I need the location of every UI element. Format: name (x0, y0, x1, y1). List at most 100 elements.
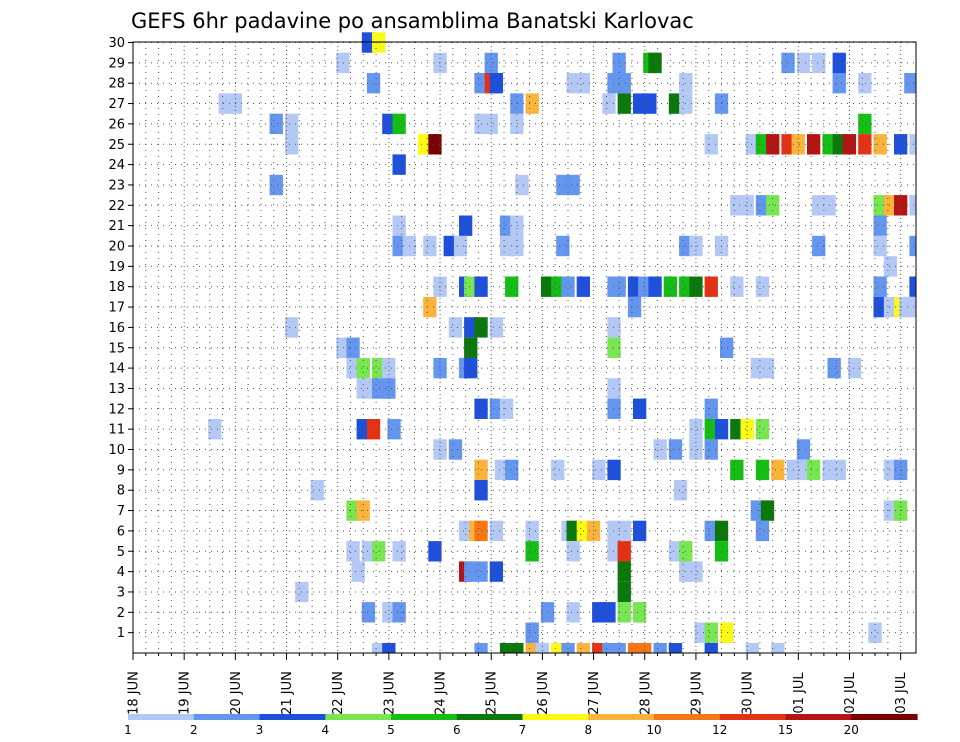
y-tick-label: 14 (108, 362, 125, 377)
heatmap-cell (781, 134, 795, 155)
heatmap-cell (525, 520, 539, 542)
heatmap-cell (771, 643, 785, 653)
colorbar-swatch (719, 714, 787, 720)
heatmap-cell (556, 174, 570, 196)
heatmap-cell (730, 195, 744, 216)
heatmap-cell (551, 643, 565, 653)
heatmap-cell (807, 134, 821, 155)
heatmap-cell (781, 52, 795, 74)
heatmap-cell (771, 459, 785, 481)
heatmap-cell (704, 643, 718, 653)
y-tick-label: 13 (108, 382, 125, 397)
heatmap-cell (760, 357, 775, 379)
x-tick-label: 20 JUN (229, 671, 244, 715)
heatmap-cell (464, 561, 478, 582)
heatmap-cell (704, 439, 718, 460)
heatmap-cell (602, 93, 616, 114)
y-tick-label: 19 (108, 260, 125, 275)
heatmap-cell (755, 195, 770, 216)
heatmap-cell (464, 337, 478, 358)
heatmap-cell (633, 93, 647, 114)
heatmap-cell (832, 459, 846, 481)
y-tick-label: 29 (108, 56, 125, 71)
heatmap-cell (694, 622, 708, 643)
heatmap-cell (617, 561, 631, 582)
heatmap-cell (356, 357, 370, 379)
heatmap-cell (423, 235, 437, 257)
heatmap-cell (755, 520, 770, 542)
heatmap-cell (607, 317, 621, 338)
heatmap-cell (827, 357, 841, 379)
y-tick-label: 3 (117, 585, 125, 600)
heatmap-cell (535, 643, 550, 653)
heatmap-cell (663, 276, 677, 297)
heatmap-cell (285, 317, 299, 338)
heatmap-cell (592, 643, 606, 653)
heatmap-cell (346, 541, 360, 562)
colorbar-swatch (391, 714, 458, 720)
colorbar-swatch (325, 714, 392, 720)
y-tick-label: 12 (108, 402, 125, 417)
heatmap-cell (842, 134, 857, 155)
heatmap-cell (894, 459, 908, 481)
heatmap-cell (704, 276, 718, 297)
heatmap-cell (361, 602, 376, 623)
heatmap-cell (633, 602, 647, 623)
colorbar-swatch (654, 714, 721, 720)
colorbar-swatch (785, 714, 852, 720)
heatmap-cell (556, 235, 570, 257)
heatmap-cell (510, 93, 524, 114)
y-tick-label: 26 (108, 117, 125, 132)
heatmap-cell (448, 439, 463, 460)
x-tick-label: 27 JUN (587, 671, 602, 715)
heatmap-cell (428, 541, 442, 562)
heatmap-cell (392, 235, 406, 257)
heatmap-cell (551, 276, 565, 297)
heatmap-cell (361, 541, 376, 562)
heatmap-cell (392, 541, 406, 562)
heatmap-cell (704, 520, 718, 542)
colorbar-label: 6 (453, 723, 461, 737)
colorbar-label: 15 (778, 723, 793, 737)
y-tick-label: 16 (108, 321, 125, 336)
heatmap-cell (310, 480, 324, 501)
heatmap-cell (668, 541, 683, 562)
heatmap-cell (428, 134, 442, 155)
heatmap-cell (730, 459, 744, 481)
colorbar-label: 8 (584, 723, 592, 737)
heatmap-cell (909, 195, 916, 216)
heatmap-cell (561, 276, 575, 297)
heatmap-cell (873, 296, 887, 318)
x-tick-label: 03 JUL (894, 672, 909, 714)
heatmap-cell (392, 215, 406, 236)
heatmap-cell (847, 357, 862, 379)
heatmap-cell (633, 520, 647, 542)
x-tick-label: 21 JUN (280, 671, 295, 715)
heatmap-cell (607, 73, 621, 94)
heatmap-cell (269, 113, 283, 135)
y-tick-label: 25 (108, 138, 125, 153)
heatmap-cell (418, 134, 432, 155)
x-tick-label: 30 JUN (741, 671, 756, 715)
heatmap-cell (607, 378, 621, 399)
x-tick-label: 25 JUN (485, 671, 500, 715)
heatmap-cell (464, 357, 478, 379)
heatmap-cell (576, 643, 590, 653)
heatmap-cell (525, 643, 539, 653)
x-tick-label: 19 JUN (178, 671, 193, 715)
heatmap-cell (894, 134, 908, 155)
heatmap-cell (883, 195, 898, 216)
y-tick-label: 30 (108, 36, 125, 51)
heatmap-cell (489, 561, 503, 582)
x-tick-label: 29 JUN (689, 671, 704, 715)
y-tick-label: 28 (108, 77, 125, 92)
colorbar-label: 4 (321, 723, 329, 737)
y-tick-label: 20 (108, 240, 125, 255)
heatmap-cell (448, 317, 463, 338)
heatmap-cell (894, 195, 908, 216)
heatmap-cell (689, 561, 703, 582)
y-tick-label: 22 (108, 199, 125, 214)
heatmap-cell (351, 561, 365, 582)
heatmap-cell (745, 643, 759, 653)
y-tick-label: 10 (108, 443, 125, 458)
